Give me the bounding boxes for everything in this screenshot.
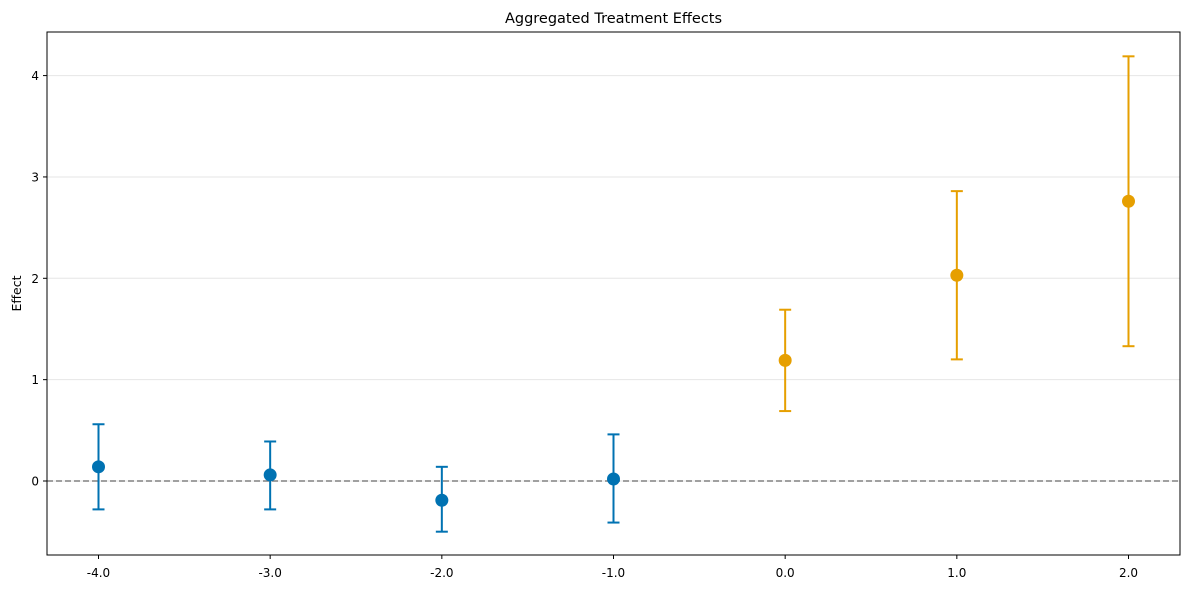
x-tick-label: -4.0: [87, 566, 110, 580]
y-tick-label: 4: [31, 69, 39, 83]
point-estimate: [263, 468, 277, 482]
point-estimate: [950, 268, 964, 282]
y-tick-label: 3: [31, 170, 39, 184]
point-estimate: [92, 460, 105, 474]
point-estimate: [778, 353, 792, 367]
x-tick-label: 0.0: [776, 566, 795, 580]
y-tick-label: 2: [31, 272, 39, 286]
series-post: [778, 55, 1135, 413]
series-pre: [92, 423, 620, 533]
point-estimate: [1122, 194, 1135, 208]
x-tick-label: 1.0: [947, 566, 966, 580]
x-tick-label: -1.0: [602, 566, 625, 580]
point-estimate: [435, 493, 449, 507]
chart-title: Aggregated Treatment Effects: [505, 11, 722, 27]
y-tick-label: 1: [31, 373, 39, 387]
y-axis-label: Effect: [9, 275, 24, 311]
x-tick-label: -2.0: [430, 566, 453, 580]
x-tick-label: -3.0: [258, 566, 281, 580]
tick-layer: 0 1 2 3 4 -4.0 -3.0 -2.0 -1.0 0.0 1.0 2.0: [31, 69, 1138, 580]
y-tick-label: 0: [31, 475, 39, 489]
x-tick-label: 2.0: [1119, 566, 1138, 580]
point-estimate: [607, 472, 620, 486]
data-layer: [92, 55, 1135, 533]
grid-layer: [47, 75, 1180, 482]
